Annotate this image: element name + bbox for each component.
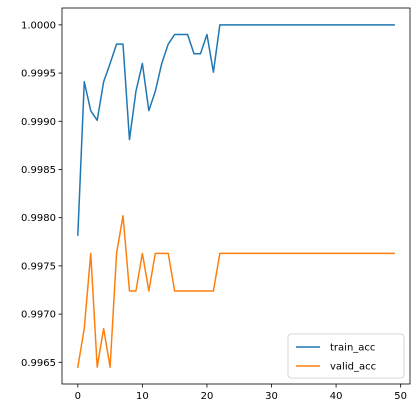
x-tick-label: 20 [201,391,214,402]
x-axis: 0 10 20 30 40 50 [75,384,407,402]
legend: train_acc valid_acc [287,333,405,379]
y-tick-label: 0.9995 [21,69,56,80]
x-tick-label: 0 [75,391,81,402]
x-tick-label: 10 [136,391,149,402]
y-tick-label: 0.9975 [21,261,56,272]
x-tick-label: 40 [330,391,343,402]
y-axis: 0.9965 0.9970 0.9975 0.9980 0.9985 0.9990 0.99… [21,20,62,369]
y-tick-label: 0.9985 [21,165,56,176]
plot-background [62,8,410,384]
y-tick-label: 0.9990 [21,117,56,128]
y-tick-label: 1.0000 [21,20,56,31]
series-line-valid-acc [76,215,395,368]
axes-frame [61,7,411,385]
x-tick-label: 50 [394,391,407,402]
y-tick-label: 0.9970 [21,310,56,321]
series-layer [76,24,395,368]
legend-label-valid-acc: valid_acc [330,362,376,373]
legend-label-train-acc: train_acc [330,343,375,354]
series-line-train-acc [77,24,395,236]
y-tick-label: 0.9965 [21,358,56,369]
y-tick-label: 0.9980 [21,213,56,224]
x-tick-label: 30 [265,391,278,402]
plot-area [62,8,410,384]
legend-box [287,333,405,379]
axes-spines [61,7,411,385]
